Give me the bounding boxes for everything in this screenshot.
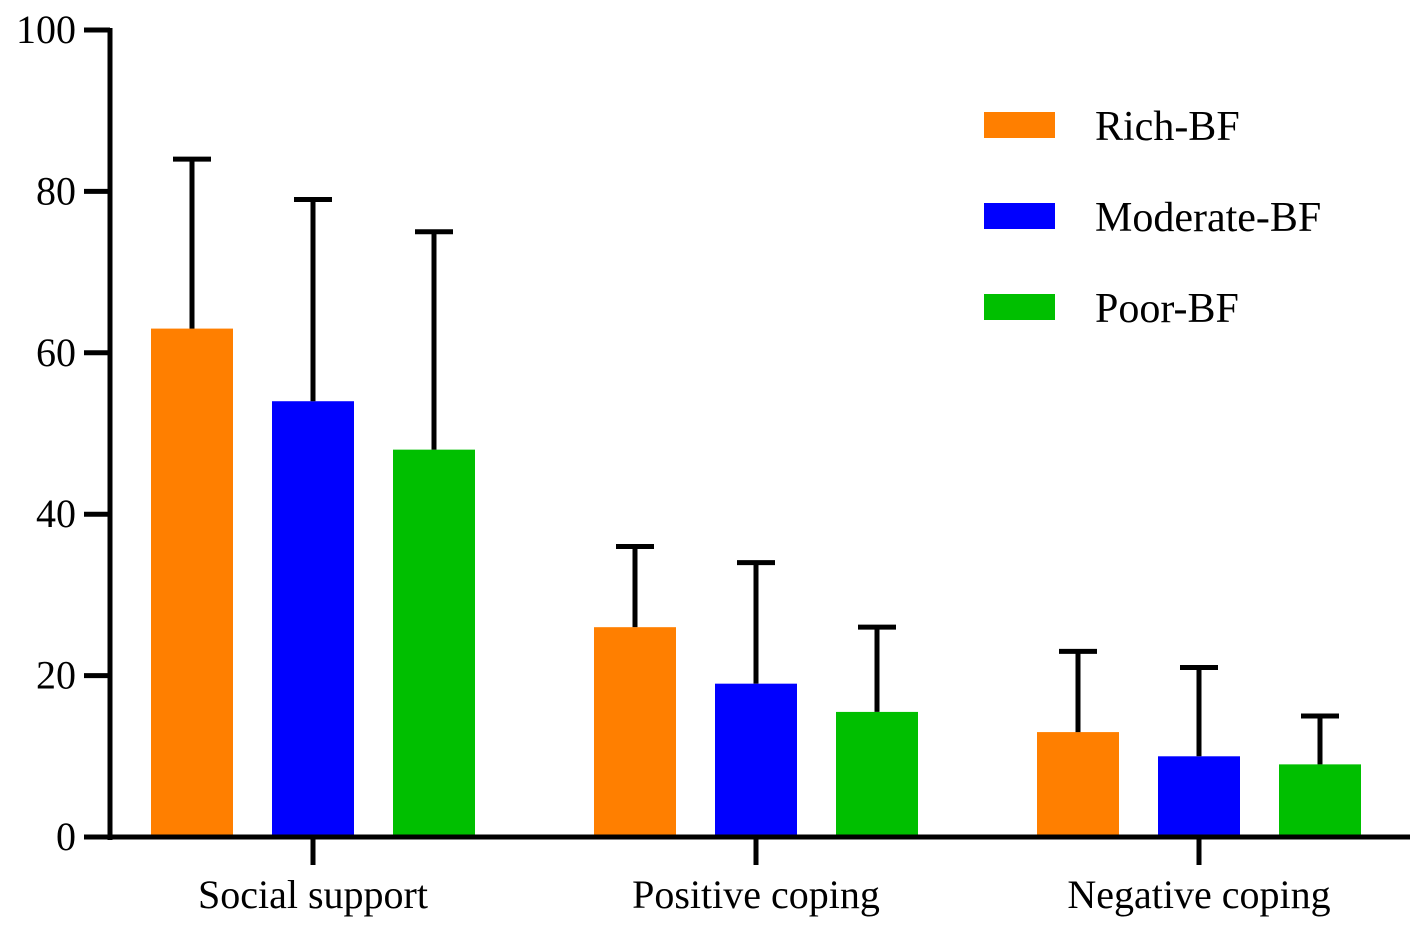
legend-label-rich-bf: Rich-BF xyxy=(1095,104,1240,150)
y-tick-label-0: 0 xyxy=(56,814,76,859)
legend-swatch-poor-bf xyxy=(984,294,1055,320)
bar-moderate-bf-0 xyxy=(272,401,354,837)
legend-label-moderate-bf: Moderate-BF xyxy=(1095,195,1321,241)
bar-rich-bf-0 xyxy=(151,328,233,837)
x-ticks-layer: Social support Positive coping Negative co… xyxy=(198,837,1331,917)
legend-swatch-rich-bf xyxy=(984,112,1055,138)
error-bars-layer xyxy=(173,156,1339,765)
bar-moderate-bf-1 xyxy=(715,683,797,837)
axes-layer xyxy=(107,28,1410,840)
bar-moderate-bf-2 xyxy=(1158,756,1240,837)
bar-rich-bf-2 xyxy=(1037,732,1119,837)
bar-poor-bf-2 xyxy=(1279,764,1361,837)
y-tick-label-20: 20 xyxy=(36,653,76,698)
y-ticks-layer: 0 20 40 60 80 100 xyxy=(16,7,110,859)
legend-swatch-moderate-bf xyxy=(984,203,1055,229)
y-tick-label-80: 80 xyxy=(36,168,76,213)
bar-poor-bf-0 xyxy=(393,449,475,837)
legend-label-poor-bf: Poor-BF xyxy=(1095,286,1239,332)
x-tick-label-2: Negative coping xyxy=(1067,872,1330,917)
bars-layer xyxy=(151,328,1361,837)
x-tick-label-0: Social support xyxy=(198,872,428,917)
y-tick-label-60: 60 xyxy=(36,330,76,375)
bar-poor-bf-1 xyxy=(836,711,918,837)
legend: Rich-BF Moderate-BF Poor-BF xyxy=(984,104,1321,332)
y-tick-label-100: 100 xyxy=(16,7,76,52)
y-tick-label-40: 40 xyxy=(36,491,76,536)
x-tick-label-1: Positive coping xyxy=(632,872,880,917)
bar-rich-bf-1 xyxy=(594,627,676,837)
